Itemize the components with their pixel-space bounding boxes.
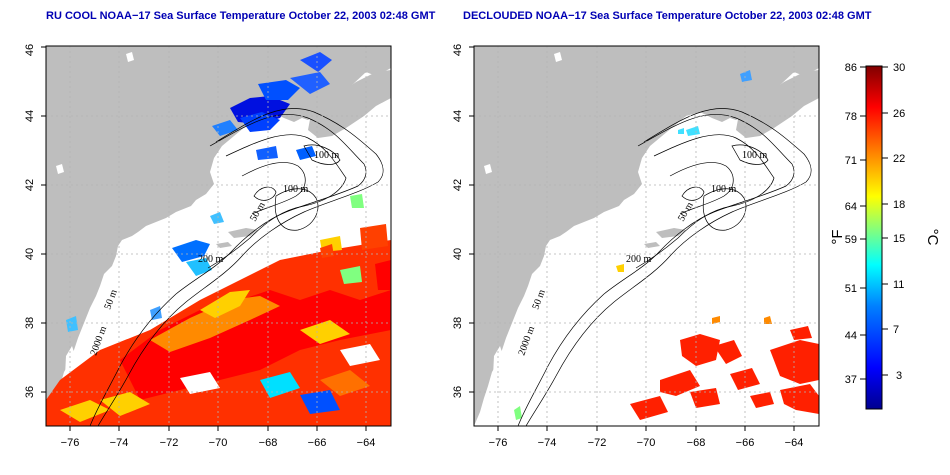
right-x-tick-label: −66 [736,437,755,449]
right-y-tick-label: 44 [452,110,464,122]
left-axes: −76 −74 −72 −70 −68 −66 −64 36 38 40 42 … [24,44,375,449]
right-x-tick-label: −76 [489,437,508,449]
left-y-tick-label: 44 [24,110,36,122]
colorbar-gradient [865,65,883,410]
left-y-tick-label: 42 [24,179,36,191]
right-contour-label: 200 m [626,254,652,265]
left-x-tick-label: −70 [209,437,228,449]
colorbar-c-tick: 11 [893,279,904,291]
colorbar-c-tick: 26 [893,108,905,120]
colorbar-c-tick: 18 [893,199,905,211]
right-contour-label: 100 m [711,184,737,195]
colorbar-c-tick: 22 [893,153,905,165]
left-y-tick-label: 46 [24,44,36,56]
left-x-tick-label: −68 [259,437,278,449]
left-x-tick-label: −72 [160,437,179,449]
colorbar-f-tick: 71 [845,155,857,167]
colorbar-f-tick: 37 [845,374,857,386]
right-y-tick-label: 46 [452,44,464,56]
left-x-tick-label: −66 [308,437,327,449]
right-y-tick-label: 40 [452,248,464,260]
right-x-tick-label: −68 [687,437,706,449]
colorbar-celsius-label: °C [924,229,941,246]
right-sst-field [514,70,819,420]
colorbar-c-tick: 30 [893,62,905,74]
colorbar-f-tick: 44 [845,330,857,342]
left-y-tick-label: 40 [24,248,36,260]
left-sst-field [46,52,391,426]
colorbar-fahrenheit-label: °F [829,229,846,244]
right-x-tick-label: −64 [785,437,804,449]
colorbar-f-tick: 59 [845,234,857,246]
right-y-tick-label: 36 [452,386,464,398]
left-contour-label: 100 m [314,150,340,161]
right-map: 100 m 100 m 50 m 200 m 50 m 2000 m [473,45,820,427]
colorbar-f-tick: 78 [845,111,857,123]
right-panel-title: DECLOUDED NOAA−17 Sea Surface Temperatur… [463,10,872,22]
left-map: 100 m 100 m 50 m 200 m 50 m 2000 m [45,45,392,427]
right-y-tick-label: 42 [452,179,464,191]
colorbar-f-tick: 86 [845,62,857,74]
right-x-tick-label: −72 [588,437,607,449]
colorbar: 86 78 71 64 59 51 44 37 30 26 22 18 15 1… [829,62,941,410]
left-panel-title: RU COOL NOAA−17 Sea Surface Temperature … [46,10,436,22]
colorbar-c-tick: 15 [893,233,905,245]
colorbar-f-tick: 64 [845,201,857,213]
left-x-tick-label: −76 [61,437,80,449]
left-contour-label: 100 m [283,184,309,195]
left-y-tick-label: 38 [24,317,36,329]
right-x-tick-label: −70 [637,437,656,449]
colorbar-c-tick: 3 [896,370,902,382]
left-contour-label: 200 m [198,254,224,265]
left-x-tick-label: −64 [357,437,376,449]
colorbar-c-tick: 7 [893,324,899,336]
right-axes: −76 −74 −72 −70 −68 −66 −64 36 38 40 42 … [452,44,803,449]
left-y-tick-label: 36 [24,386,36,398]
right-y-tick-label: 38 [452,317,464,329]
colorbar-f-tick: 51 [845,283,857,295]
left-x-tick-label: −74 [110,437,129,449]
right-contour-label: 100 m [742,150,768,161]
right-x-tick-label: −74 [538,437,557,449]
